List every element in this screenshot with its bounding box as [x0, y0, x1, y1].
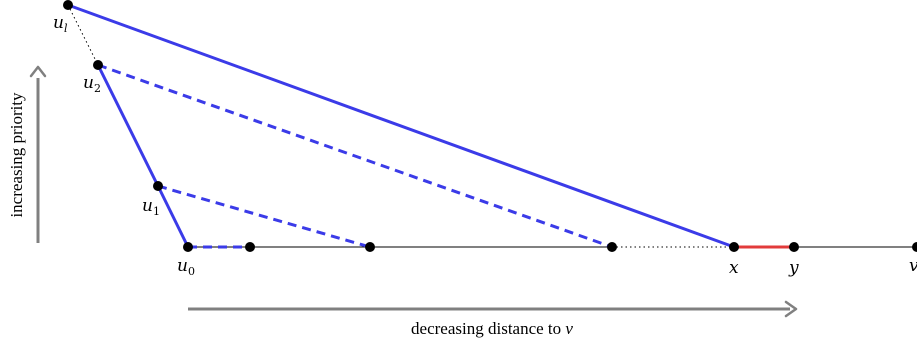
blue-edge-ul-x — [67, 3, 735, 249]
node-x — [729, 242, 739, 252]
label-u-1: u1 — [142, 196, 160, 218]
priority-arrow-head — [29, 65, 47, 78]
label-u-1-sub: 1 — [153, 205, 160, 218]
node-u-1 — [153, 181, 163, 191]
label-u-1-base: u — [142, 196, 153, 216]
node-baseline-2 — [365, 242, 375, 252]
node-baseline-3 — [607, 242, 617, 252]
label-u-2: u2 — [83, 73, 101, 95]
distance-axis-label-var: v — [565, 319, 573, 338]
dashed-u2-edge — [97, 63, 613, 249]
label-u-2-sub: 2 — [94, 82, 101, 95]
label-u-l-sub: l — [64, 22, 68, 35]
distance-arrow-head — [784, 300, 798, 318]
distance-axis-label: decreasing distance to v — [411, 319, 573, 338]
label-u-0-base: u — [177, 256, 188, 276]
node-v — [912, 242, 917, 252]
node-y — [789, 242, 799, 252]
label-u-0-sub: 0 — [188, 265, 195, 278]
distance-axis-label-text: decreasing distance to — [411, 319, 565, 338]
node-u-0 — [183, 242, 193, 252]
label-u-2-base: u — [83, 73, 94, 93]
node-u-2 — [93, 60, 103, 70]
label-u-0: u0 — [177, 256, 195, 278]
label-u-l: ul — [53, 13, 68, 35]
node-baseline-1 — [245, 242, 255, 252]
priority-axis-label: increasing priority — [7, 92, 26, 218]
label-u-l-base: u — [53, 13, 64, 33]
label-y: y — [788, 258, 799, 278]
label-x: x — [729, 258, 739, 278]
node-u-l — [63, 0, 73, 10]
label-v: v — [909, 256, 917, 276]
dashed-u1-edge — [157, 184, 371, 249]
